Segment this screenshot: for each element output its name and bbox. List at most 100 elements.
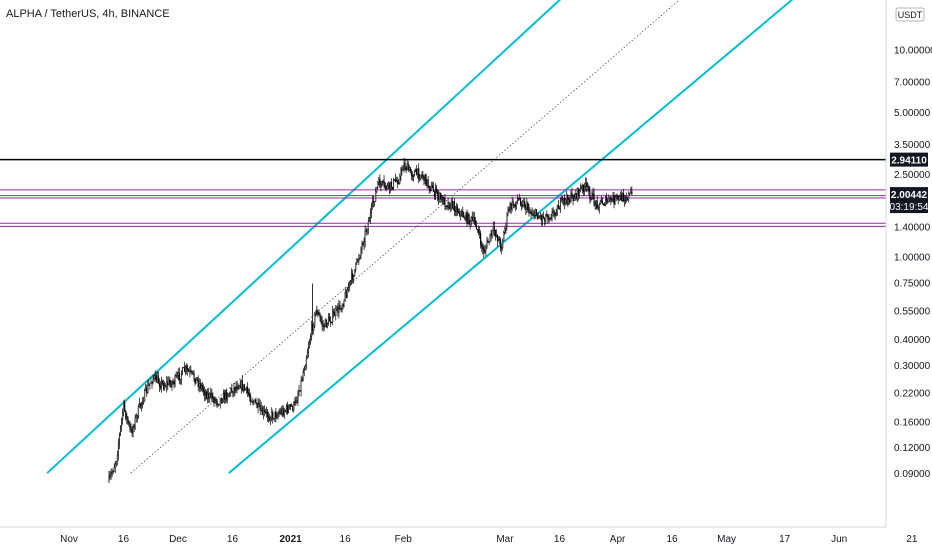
candle bbox=[178, 367, 180, 385]
candle bbox=[180, 370, 182, 385]
candle-body bbox=[552, 210, 554, 214]
candle bbox=[222, 389, 224, 403]
candle bbox=[149, 383, 151, 390]
candle-body bbox=[113, 467, 115, 472]
candle-body bbox=[525, 207, 527, 210]
candle bbox=[395, 173, 397, 183]
candle bbox=[176, 371, 178, 379]
candle-body bbox=[213, 397, 215, 403]
candle bbox=[508, 206, 510, 213]
candle-body bbox=[438, 195, 440, 200]
candle bbox=[212, 392, 214, 403]
candle bbox=[201, 381, 203, 393]
candle bbox=[473, 211, 475, 225]
candle bbox=[337, 303, 339, 317]
candle bbox=[463, 212, 465, 218]
candle bbox=[124, 399, 126, 412]
candle-body bbox=[242, 384, 244, 391]
candle bbox=[556, 204, 558, 217]
candle bbox=[271, 407, 273, 422]
candle bbox=[446, 205, 448, 210]
candle-body bbox=[613, 196, 615, 205]
channel-upper-line[interactable] bbox=[46, 0, 563, 474]
candle-body bbox=[285, 405, 287, 411]
candle-body bbox=[614, 195, 616, 205]
candle bbox=[260, 401, 262, 412]
candle bbox=[252, 397, 254, 406]
candle-body bbox=[274, 411, 276, 419]
candle bbox=[210, 387, 212, 399]
candle-body bbox=[412, 176, 415, 178]
candle-body bbox=[286, 405, 289, 413]
candle bbox=[343, 299, 345, 308]
candle-body bbox=[340, 308, 342, 311]
candle-body bbox=[554, 212, 556, 216]
candle bbox=[308, 338, 311, 349]
candle-body bbox=[509, 203, 511, 211]
candle bbox=[146, 384, 148, 397]
candle-body bbox=[534, 209, 536, 216]
candle bbox=[472, 212, 474, 223]
candle bbox=[239, 380, 241, 389]
candle-body bbox=[625, 199, 627, 201]
candle-body bbox=[483, 248, 485, 254]
candle bbox=[486, 236, 488, 249]
candle bbox=[111, 468, 113, 478]
currency-label: USDT bbox=[898, 10, 923, 20]
candle-body bbox=[304, 365, 306, 371]
candle-body bbox=[259, 404, 261, 411]
candle-body bbox=[367, 221, 369, 231]
candle bbox=[139, 402, 142, 409]
candle-body bbox=[123, 401, 125, 414]
candle-body bbox=[595, 200, 597, 205]
candle-body bbox=[527, 202, 529, 210]
candle-body bbox=[362, 243, 364, 245]
candle bbox=[532, 209, 534, 216]
candle-body bbox=[492, 226, 494, 231]
currency-badge-box[interactable] bbox=[895, 7, 925, 22]
candle bbox=[181, 367, 184, 376]
candle-body bbox=[511, 201, 513, 210]
candle-body bbox=[215, 398, 217, 402]
candle-body bbox=[278, 412, 280, 415]
candle bbox=[487, 238, 489, 243]
candle bbox=[386, 182, 388, 191]
currency-badge[interactable]: USDT bbox=[895, 7, 925, 22]
candle bbox=[471, 211, 473, 222]
channel-median-line[interactable] bbox=[130, 0, 683, 474]
candle-body bbox=[605, 196, 607, 206]
candle-body bbox=[196, 377, 198, 381]
candle bbox=[400, 167, 402, 181]
candle bbox=[614, 194, 616, 206]
candle-body bbox=[348, 281, 350, 288]
channel-lower-line[interactable] bbox=[228, 0, 796, 474]
countdown-text: 03:19:54 bbox=[890, 202, 929, 213]
candle-body bbox=[563, 198, 565, 201]
candle-body bbox=[466, 212, 468, 224]
candle bbox=[592, 187, 594, 200]
candle bbox=[144, 388, 146, 402]
candle bbox=[581, 183, 584, 194]
candle bbox=[296, 396, 298, 404]
candle bbox=[314, 311, 316, 329]
candle bbox=[373, 195, 375, 208]
candle-body bbox=[111, 472, 113, 474]
candle bbox=[197, 375, 199, 392]
candle-body bbox=[607, 199, 609, 203]
candle bbox=[198, 378, 200, 393]
candle bbox=[156, 371, 158, 384]
candle-body bbox=[313, 325, 315, 331]
candle bbox=[208, 387, 210, 403]
candle bbox=[512, 198, 514, 209]
candle bbox=[445, 205, 447, 210]
candle bbox=[179, 379, 181, 385]
candle bbox=[563, 198, 565, 206]
candle bbox=[465, 211, 467, 223]
candle bbox=[292, 404, 294, 412]
candle bbox=[108, 470, 110, 484]
candle-body bbox=[272, 412, 274, 420]
candle-body bbox=[432, 187, 434, 192]
candle bbox=[516, 194, 518, 205]
candle-body bbox=[380, 184, 382, 188]
